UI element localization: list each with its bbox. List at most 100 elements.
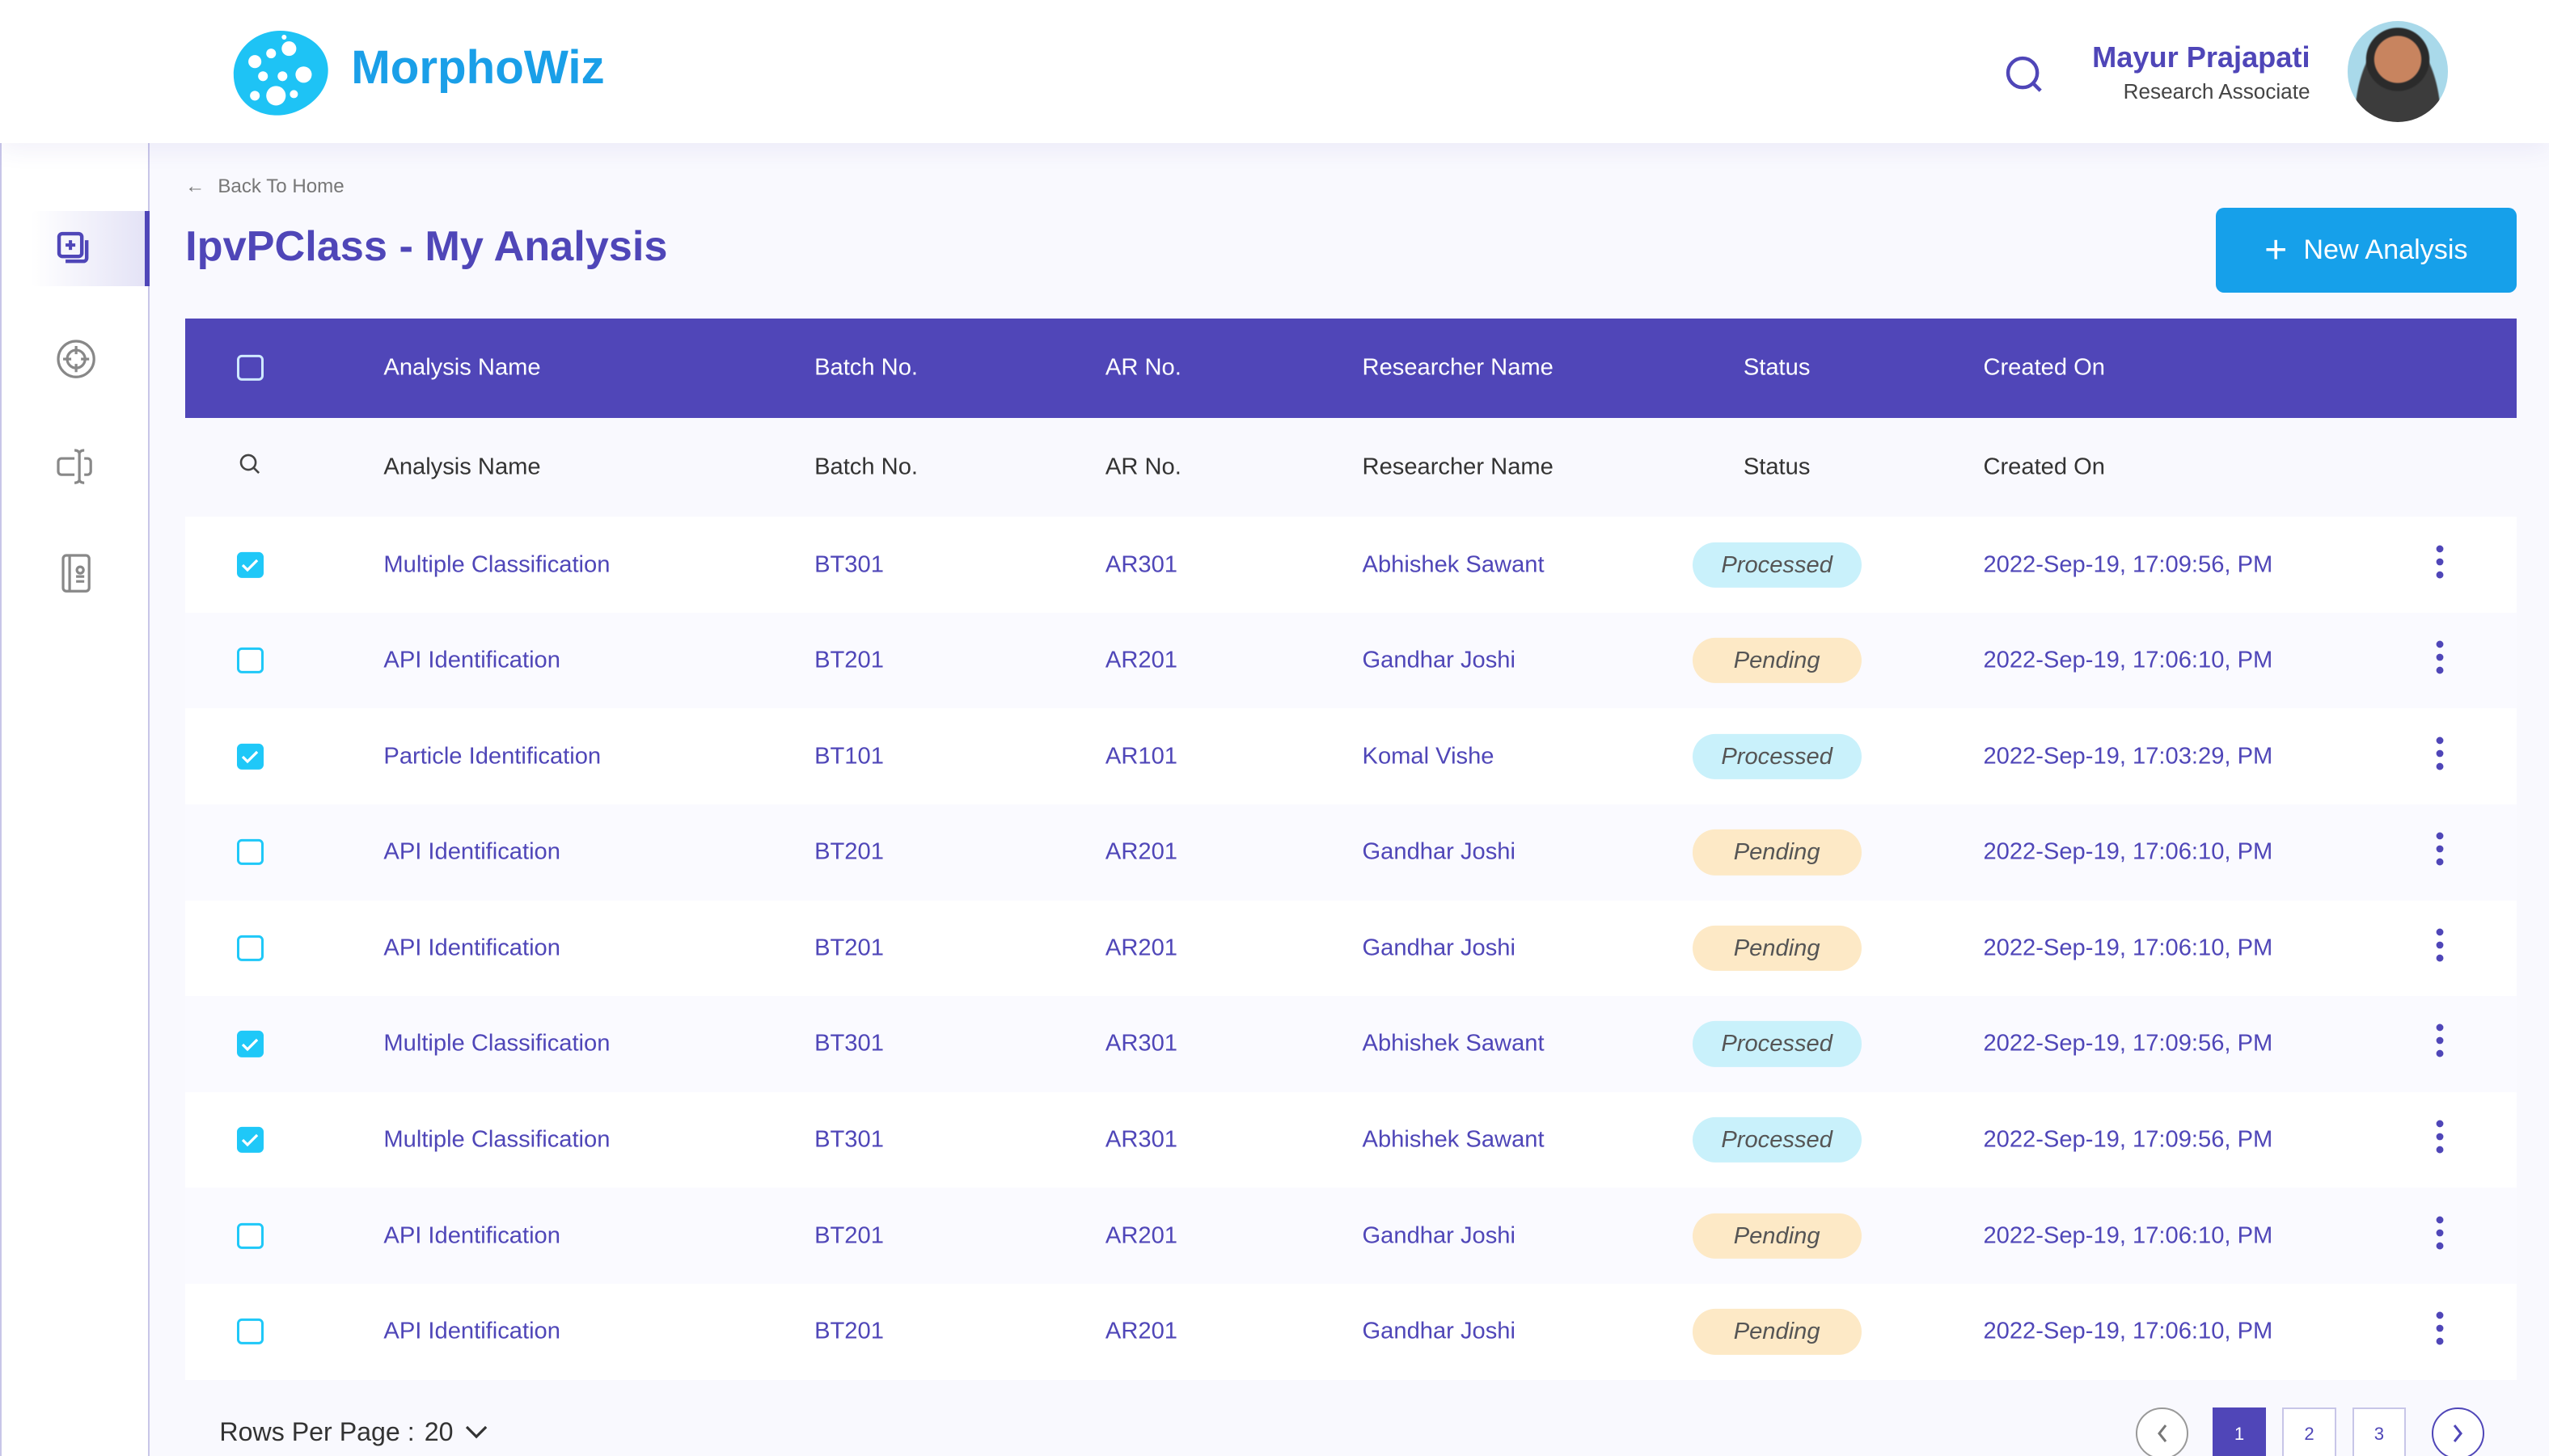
filter-input[interactable]: Status bbox=[1743, 454, 1811, 480]
analysis-table: Analysis Name Batch No. AR No. Researche… bbox=[185, 318, 2517, 1380]
ar-no: AR201 bbox=[1105, 838, 1177, 865]
analysis-name[interactable]: Multiple Classification bbox=[383, 1126, 611, 1153]
column-header[interactable]: Status bbox=[1743, 354, 1811, 381]
row-checkbox[interactable] bbox=[237, 743, 264, 770]
row-actions-button[interactable] bbox=[2435, 831, 2445, 873]
table-row[interactable]: API Identification BT201 AR201 Gandhar J… bbox=[185, 1188, 2517, 1284]
row-checkbox[interactable] bbox=[237, 839, 264, 866]
ar-no: AR201 bbox=[1105, 935, 1177, 961]
row-checkbox[interactable] bbox=[237, 1222, 264, 1249]
batch-no: BT301 bbox=[814, 551, 884, 577]
column-header[interactable]: Analysis Name bbox=[383, 354, 541, 381]
search-icon[interactable] bbox=[2005, 53, 2047, 95]
analysis-name[interactable]: API Identification bbox=[383, 838, 560, 865]
analysis-name[interactable]: API Identification bbox=[383, 1222, 560, 1249]
ar-no: AR201 bbox=[1105, 1222, 1177, 1249]
row-actions-button[interactable] bbox=[2435, 736, 2445, 778]
row-actions-button[interactable] bbox=[2435, 543, 2445, 585]
check-icon bbox=[242, 1038, 259, 1051]
filter-input[interactable]: Created On bbox=[1983, 454, 2105, 480]
check-icon bbox=[242, 750, 259, 763]
researcher-name: Gandhar Joshi bbox=[1362, 647, 1515, 673]
analysis-name[interactable]: Multiple Classification bbox=[383, 1030, 611, 1057]
prev-page-button[interactable] bbox=[2136, 1407, 2188, 1456]
brand-name: MorphoWiz bbox=[351, 41, 605, 95]
table-row[interactable]: Multiple Classification BT301 AR301 Abhi… bbox=[185, 996, 2517, 1092]
analysis-name[interactable]: API Identification bbox=[383, 647, 560, 673]
column-header[interactable]: AR No. bbox=[1105, 354, 1182, 381]
created-on: 2022-Sep-19, 17:09:56, PM bbox=[1983, 1030, 2273, 1057]
created-on: 2022-Sep-19, 17:09:56, PM bbox=[1983, 551, 2273, 577]
chevron-left-icon bbox=[2157, 1424, 2166, 1442]
top-header: MorphoWiz Mayur Prajapati Research Assoc… bbox=[0, 0, 2549, 143]
column-header[interactable]: Created On bbox=[1983, 354, 2105, 381]
row-actions-button[interactable] bbox=[2435, 1310, 2445, 1353]
table-row[interactable]: Multiple Classification BT301 AR301 Abhi… bbox=[185, 517, 2517, 613]
created-on: 2022-Sep-19, 17:06:10, PM bbox=[1983, 1222, 2273, 1249]
row-actions-button[interactable] bbox=[2435, 1023, 2445, 1065]
table-row[interactable]: API Identification BT201 AR201 Gandhar J… bbox=[185, 900, 2517, 997]
kebab-menu-icon bbox=[2436, 832, 2444, 866]
page-button-1[interactable]: 1 bbox=[2212, 1407, 2267, 1456]
back-to-home-link[interactable]: ← Back To Home bbox=[185, 175, 345, 198]
created-on: 2022-Sep-19, 17:03:29, PM bbox=[1983, 743, 2273, 770]
avatar[interactable] bbox=[2347, 21, 2449, 122]
filter-input[interactable]: Batch No. bbox=[814, 454, 918, 480]
researcher-name: Komal Vishe bbox=[1362, 743, 1494, 770]
new-analysis-label: New Analysis bbox=[2303, 234, 2468, 266]
column-header[interactable]: Batch No. bbox=[814, 354, 918, 381]
table-row[interactable]: Multiple Classification BT301 AR301 Abhi… bbox=[185, 1091, 2517, 1188]
status-badge: Pending bbox=[1692, 637, 1862, 684]
chevron-down-icon bbox=[465, 1426, 487, 1439]
row-actions-button[interactable] bbox=[2435, 1119, 2445, 1161]
batch-no: BT301 bbox=[814, 1126, 884, 1153]
sidebar-item-text[interactable] bbox=[31, 429, 150, 504]
row-checkbox[interactable] bbox=[237, 1031, 264, 1057]
researcher-name: Gandhar Joshi bbox=[1362, 1222, 1515, 1249]
filter-input[interactable]: AR No. bbox=[1105, 454, 1182, 480]
new-analysis-button[interactable]: + New Analysis bbox=[2215, 208, 2517, 293]
page-button-2[interactable]: 2 bbox=[2282, 1407, 2336, 1456]
kebab-menu-icon bbox=[2436, 1023, 2444, 1057]
row-actions-button[interactable] bbox=[2435, 927, 2445, 969]
sidebar-item-analysis[interactable] bbox=[31, 211, 150, 286]
table-row[interactable]: API Identification BT201 AR201 Gandhar J… bbox=[185, 1283, 2517, 1380]
created-on: 2022-Sep-19, 17:09:56, PM bbox=[1983, 1126, 2273, 1153]
row-actions-button[interactable] bbox=[2435, 1215, 2445, 1257]
chevron-right-icon bbox=[2454, 1424, 2463, 1442]
page-button-3[interactable]: 3 bbox=[2352, 1407, 2407, 1456]
filter-input[interactable]: Analysis Name bbox=[383, 454, 541, 480]
ar-no: AR301 bbox=[1105, 1126, 1177, 1153]
select-all-checkbox[interactable] bbox=[237, 355, 264, 382]
ar-no: AR301 bbox=[1105, 1030, 1177, 1057]
row-checkbox[interactable] bbox=[237, 648, 264, 674]
analysis-name[interactable]: Particle Identification bbox=[383, 743, 602, 770]
kebab-menu-icon bbox=[2436, 545, 2444, 578]
rows-per-page-select[interactable]: Rows Per Page : 20 bbox=[219, 1417, 488, 1447]
page-title: IpvPClass - My Analysis bbox=[185, 223, 668, 271]
filter-input[interactable]: Researcher Name bbox=[1362, 454, 1553, 480]
next-page-button[interactable] bbox=[2432, 1407, 2484, 1456]
sidebar bbox=[0, 142, 150, 1456]
table-row[interactable]: Particle Identification BT101 AR101 Koma… bbox=[185, 708, 2517, 804]
status-badge: Pending bbox=[1692, 1309, 1862, 1355]
row-actions-button[interactable] bbox=[2435, 639, 2445, 682]
row-checkbox[interactable] bbox=[237, 935, 264, 961]
row-checkbox[interactable] bbox=[237, 551, 264, 578]
status-badge: Pending bbox=[1692, 829, 1862, 876]
column-header[interactable]: Researcher Name bbox=[1362, 354, 1553, 381]
arrow-left-icon: ← bbox=[185, 175, 205, 198]
analysis-name[interactable]: API Identification bbox=[383, 935, 560, 961]
table-row[interactable]: API Identification BT201 AR201 Gandhar J… bbox=[185, 612, 2517, 709]
kebab-menu-icon bbox=[2436, 928, 2444, 962]
analysis-name[interactable]: API Identification bbox=[383, 1318, 560, 1344]
sidebar-item-contacts[interactable] bbox=[31, 536, 150, 610]
analysis-name[interactable]: Multiple Classification bbox=[383, 551, 611, 577]
sidebar-item-target[interactable] bbox=[31, 322, 150, 396]
table-row[interactable]: API Identification BT201 AR201 Gandhar J… bbox=[185, 804, 2517, 901]
filter-search-icon bbox=[240, 454, 260, 474]
row-checkbox[interactable] bbox=[237, 1126, 264, 1154]
ar-no: AR301 bbox=[1105, 551, 1177, 577]
row-checkbox[interactable] bbox=[237, 1319, 264, 1345]
